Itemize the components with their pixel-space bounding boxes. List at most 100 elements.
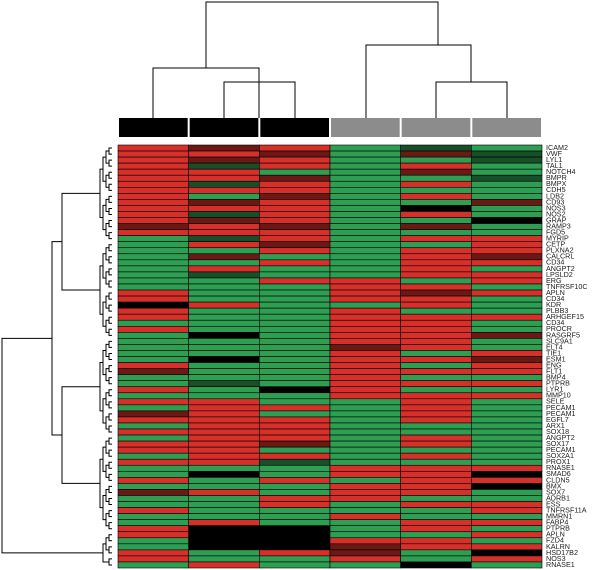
heatmap-cell <box>188 362 260 369</box>
dendrogram-branch <box>108 183 112 191</box>
heatmap-cell <box>329 446 401 454</box>
heatmap-cell <box>188 392 260 400</box>
heatmap-cell <box>400 495 472 502</box>
heatmap-cell <box>329 452 401 460</box>
heatmap-cell <box>188 422 260 430</box>
heatmap-cell <box>259 483 331 490</box>
heatmap-cell <box>329 434 401 442</box>
heatmap-cell <box>400 187 472 194</box>
heatmap-cell <box>259 446 331 454</box>
row-label: SOX17 <box>546 439 569 448</box>
heatmap-cell <box>400 229 472 236</box>
heatmap-cell <box>329 525 401 533</box>
heatmap-cell <box>117 434 189 442</box>
heatmap-cell <box>400 307 472 315</box>
heatmap-cell <box>188 199 260 206</box>
heatmap-cell <box>188 398 260 406</box>
row-label: CD34 <box>546 258 564 267</box>
heatmap-cell <box>329 519 401 527</box>
heatmap-cell <box>329 555 401 563</box>
heatmap-cell <box>117 537 189 545</box>
heatmap-cell <box>188 561 260 569</box>
heatmap-cell <box>259 416 331 424</box>
heatmap-cell <box>329 368 401 375</box>
heatmap-cell <box>188 223 260 230</box>
heatmap-cell <box>259 531 331 539</box>
heatmap-cell <box>471 507 543 514</box>
heatmap-cell <box>471 458 543 466</box>
heatmap-cell <box>188 325 260 333</box>
heatmap-cell <box>471 259 543 267</box>
dendrogram-branch <box>108 425 112 433</box>
heatmap-cell <box>117 265 189 273</box>
heatmap-cell <box>117 313 189 321</box>
heatmap-cell <box>471 187 543 194</box>
heatmap-cell <box>117 464 189 472</box>
heatmap-cell <box>188 168 260 176</box>
heatmap-cell <box>117 543 189 551</box>
row-label: BMX <box>546 481 562 490</box>
heatmap-cell <box>188 162 260 170</box>
row-label: ADRB1 <box>546 493 570 502</box>
heatmap-cell <box>188 458 260 466</box>
heatmap-cell <box>259 386 331 394</box>
heatmap-cell <box>188 193 260 200</box>
heatmap-cell <box>117 199 189 206</box>
heatmap-cell <box>400 319 472 327</box>
dendrogram-branch <box>108 522 112 530</box>
heatmap-cell <box>259 537 331 545</box>
dendrogram-branch <box>108 292 112 300</box>
heatmap-cell <box>259 380 331 388</box>
heatmap-cell <box>329 289 401 297</box>
heatmap-cell <box>400 338 472 345</box>
heatmap-cell <box>329 332 401 339</box>
heatmap-cell <box>188 313 260 321</box>
heatmap-cell <box>471 144 543 152</box>
heatmap-cell <box>117 374 189 381</box>
heatmap-cell <box>471 374 543 381</box>
heatmap-cell <box>329 193 401 200</box>
heatmap-cell <box>188 295 260 303</box>
heatmap-cell <box>117 217 189 224</box>
heatmap-cell <box>259 319 331 327</box>
heatmap-cell <box>188 187 260 194</box>
dendrogram-branch <box>108 534 112 542</box>
heatmap-cell <box>329 483 401 490</box>
heatmap-cell <box>329 398 401 406</box>
heatmap-cell <box>117 392 189 400</box>
heatmap-cell <box>117 325 189 333</box>
row-label: APLN <box>546 288 565 297</box>
heatmap-cell <box>259 253 331 261</box>
dendrogram-branch <box>1 337 103 554</box>
heatmap-cell <box>329 513 401 520</box>
row-label: BMPX <box>546 179 567 188</box>
heatmap-cell <box>400 483 472 490</box>
row-label: SOX18 <box>546 427 569 436</box>
row-label: ICAM2 <box>546 143 568 152</box>
heatmap-cell <box>259 507 331 514</box>
heatmap-cell <box>188 271 260 279</box>
heatmap-cell <box>188 156 260 164</box>
dendrogram-branch <box>108 546 112 554</box>
heatmap-cell <box>259 428 331 436</box>
heatmap-cell <box>400 501 472 508</box>
dendrogram-branch <box>108 195 112 203</box>
heatmap-cell <box>117 525 189 533</box>
row-label: LYL1 <box>546 155 562 164</box>
heatmap-cell <box>259 356 331 363</box>
row-label: SMAD6 <box>546 469 571 478</box>
heatmap-cell <box>471 223 543 230</box>
row-label: APLN <box>546 530 565 539</box>
heatmap-cell <box>329 174 401 182</box>
heatmap-cell <box>400 386 472 394</box>
heatmap-cell <box>117 193 189 200</box>
heatmap-cell <box>117 404 189 412</box>
heatmap-cell <box>117 483 189 490</box>
heatmap-cell <box>117 549 189 557</box>
row-label: RASGRF5 <box>546 330 580 339</box>
heatmap-cell <box>117 344 189 351</box>
row-label: NOS2 <box>546 209 566 218</box>
heatmap-cell <box>471 392 543 400</box>
heatmap-cell <box>471 543 543 551</box>
heatmap-cell <box>117 440 189 448</box>
